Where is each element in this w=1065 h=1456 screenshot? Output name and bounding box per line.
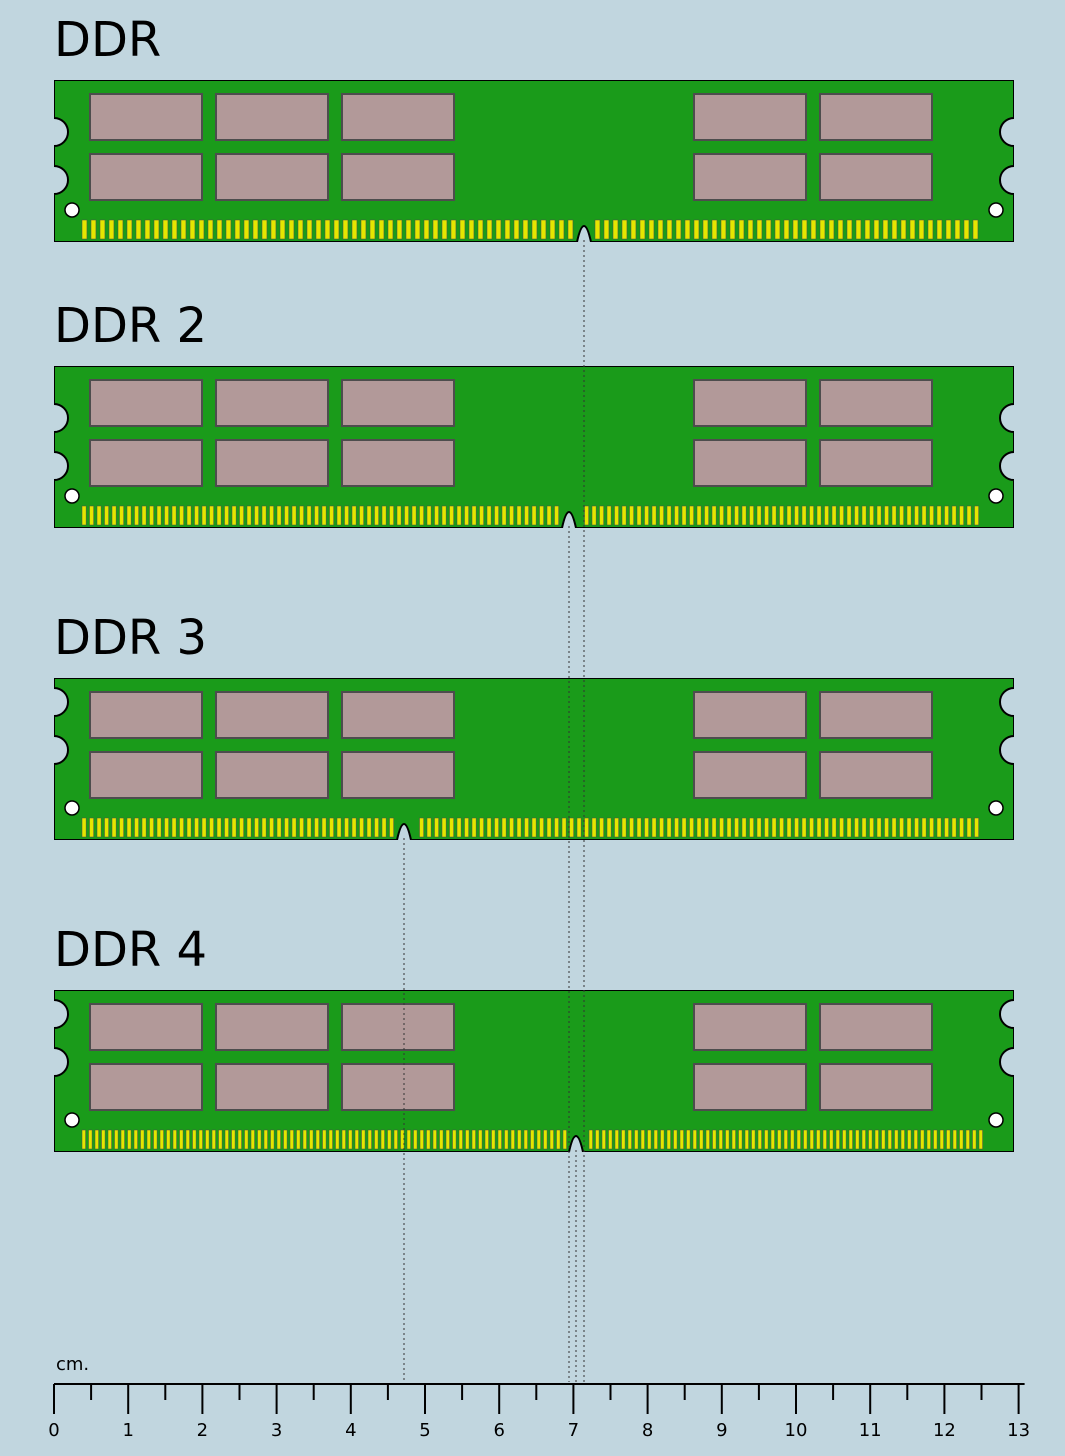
ddr2-label: DDR 2 (54, 298, 207, 354)
svg-text:7: 7 (568, 1420, 579, 1441)
ddr1-label: DDR (54, 12, 161, 68)
svg-text:9: 9 (716, 1420, 727, 1441)
ddr2-module (54, 366, 1014, 528)
ddr1-module (54, 80, 1014, 242)
ddr4-module (54, 990, 1014, 1152)
svg-text:4: 4 (345, 1420, 356, 1441)
svg-text:6: 6 (493, 1420, 504, 1441)
svg-text:1: 1 (122, 1420, 133, 1441)
ddr4-label: DDR 4 (54, 922, 207, 978)
svg-text:11: 11 (859, 1420, 882, 1441)
ruler: cm.012345678910111213 (0, 1352, 1065, 1442)
svg-text:2: 2 (197, 1420, 208, 1441)
svg-text:8: 8 (642, 1420, 653, 1441)
svg-text:13: 13 (1007, 1420, 1030, 1441)
svg-text:12: 12 (933, 1420, 956, 1441)
ddr3-label: DDR 3 (54, 610, 207, 666)
svg-text:10: 10 (785, 1420, 808, 1441)
svg-text:5: 5 (419, 1420, 430, 1441)
ddr3-module (54, 678, 1014, 840)
svg-text:3: 3 (271, 1420, 282, 1441)
svg-text:cm.: cm. (56, 1354, 89, 1375)
svg-text:0: 0 (48, 1420, 59, 1441)
